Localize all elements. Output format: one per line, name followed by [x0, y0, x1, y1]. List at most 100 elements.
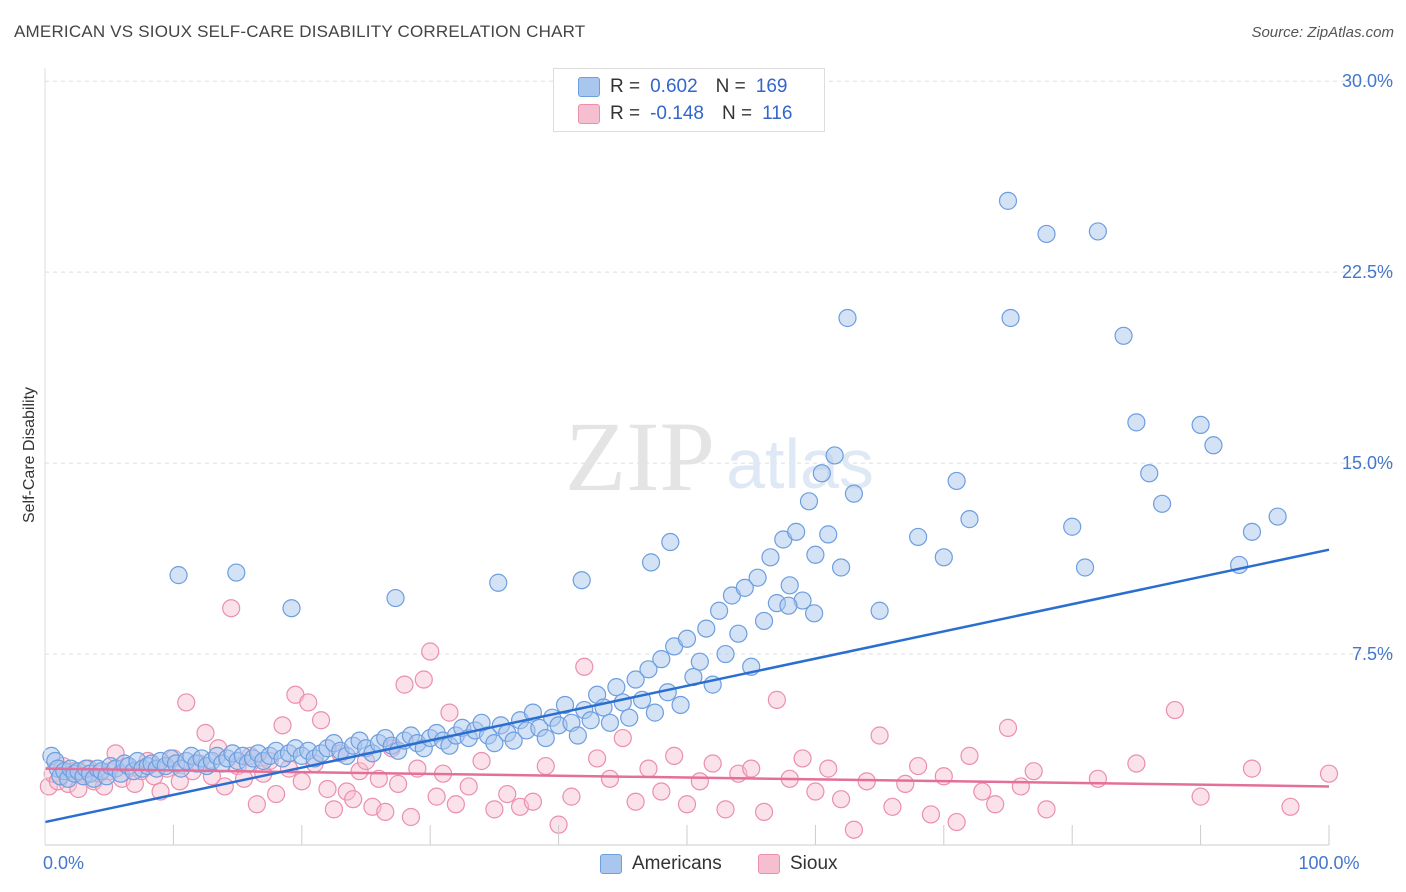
sioux-point [562, 787, 581, 806]
americans-point [799, 492, 819, 511]
sioux-legend-swatch [758, 854, 780, 874]
americans-point [1152, 494, 1172, 513]
americans-legend-swatch [600, 854, 622, 874]
americans-point [169, 566, 188, 585]
legend-r-value: 0.602 [650, 76, 698, 97]
americans-legend-label: Americans [632, 853, 722, 874]
y-tick-label: 15.0% [1342, 453, 1393, 473]
americans-point [1088, 222, 1107, 241]
americans-point [620, 708, 639, 727]
sioux-point [665, 746, 684, 765]
sioux-point [389, 774, 408, 793]
americans-point [716, 644, 735, 664]
americans-swatch [578, 77, 600, 97]
sioux-point [767, 690, 786, 709]
grid-layer [45, 80, 1393, 655]
sioux-point [831, 790, 851, 809]
americans-point [831, 558, 851, 577]
sioux-legend-label: Sioux [790, 853, 838, 874]
sioux-point [498, 784, 517, 804]
sioux-point [690, 772, 709, 791]
stats-legend: R = 0.602 N = 169 R = -0.148 N = 116 [553, 68, 825, 132]
americans-point [661, 532, 680, 552]
sioux-point [806, 782, 825, 801]
americans-point [1268, 507, 1287, 526]
americans-point [761, 548, 780, 567]
bottom-legend-sioux: Sioux [758, 852, 838, 876]
sioux-point [588, 749, 607, 768]
sioux-point [973, 782, 992, 801]
americans-point [282, 599, 301, 618]
bottom-legend-americans: Americans [600, 852, 722, 876]
americans-point [947, 471, 966, 491]
sioux-point [472, 751, 491, 771]
legend-n-label: N = [721, 103, 753, 124]
sioux-point [742, 759, 761, 778]
americans-point [1063, 517, 1082, 536]
sioux-point [196, 723, 215, 743]
sioux-point [414, 670, 433, 689]
americans-point [652, 650, 671, 669]
americans-point [812, 464, 831, 483]
y-tick-label: 30.0% [1342, 71, 1393, 91]
sioux-point [395, 675, 414, 694]
americans-point [1114, 326, 1133, 345]
sioux-point [459, 777, 478, 796]
sioux-point [716, 800, 735, 819]
sioux-point [1037, 800, 1056, 819]
legend-r-label: R = [610, 76, 641, 97]
legend-r-value: -0.148 [650, 103, 704, 124]
sioux-point [292, 772, 311, 791]
axis-layer: 7.5% 15.0% 22.5% 30.0% 0.0% 100.0% [43, 68, 1393, 873]
sioux-point [819, 759, 838, 778]
sioux-point [575, 657, 594, 676]
sioux-point [754, 802, 774, 822]
sioux-point [960, 746, 979, 765]
sioux-point [427, 787, 446, 806]
americans-point [600, 713, 620, 732]
sioux-point [703, 754, 722, 773]
americans-point [677, 629, 697, 648]
americans-point [806, 545, 825, 564]
sioux-point [1165, 700, 1185, 720]
y-axis-label: Self-Care Disability [21, 387, 38, 523]
trend-layer [44, 548, 1330, 824]
source-label: Source: ZipAtlas.com [1251, 24, 1394, 41]
sioux-point [896, 774, 915, 793]
legend-row-americans: R = 0.602 N = 169 [578, 75, 787, 99]
americans-point [1204, 436, 1223, 455]
americans-point [748, 568, 767, 587]
chart-title: AMERICAN VS SIOUX SELF-CARE DISABILITY C… [14, 22, 586, 41]
americans-point [787, 522, 806, 541]
sioux-point [947, 812, 966, 832]
sioux-point [536, 756, 555, 776]
x-tick-label: 100.0% [1298, 853, 1359, 873]
americans-point [1037, 224, 1056, 244]
sioux-point [273, 716, 292, 735]
americans-point [1242, 522, 1262, 541]
sioux-point [440, 703, 459, 722]
americans-point [386, 588, 405, 608]
sioux-point [921, 805, 941, 824]
sioux-point [998, 718, 1018, 737]
sioux-point [485, 800, 504, 819]
sioux-point [1024, 762, 1043, 781]
sioux-point [677, 795, 697, 814]
americans-point [780, 576, 799, 595]
americans-point [1001, 308, 1020, 328]
americans-point [729, 624, 748, 643]
americans-point [607, 678, 626, 697]
x-tick-label: 0.0% [43, 853, 84, 873]
sioux-point [870, 726, 889, 745]
americans-point [568, 726, 587, 745]
sioux-point [1191, 787, 1210, 806]
sioux-point [337, 782, 356, 801]
sioux-point [626, 792, 645, 811]
sioux-point [600, 769, 620, 788]
americans-point [504, 731, 523, 750]
watermark-zip: ZIP [565, 401, 715, 512]
sioux-point [376, 802, 395, 822]
sioux-point [222, 599, 241, 618]
americans-point [697, 619, 716, 638]
